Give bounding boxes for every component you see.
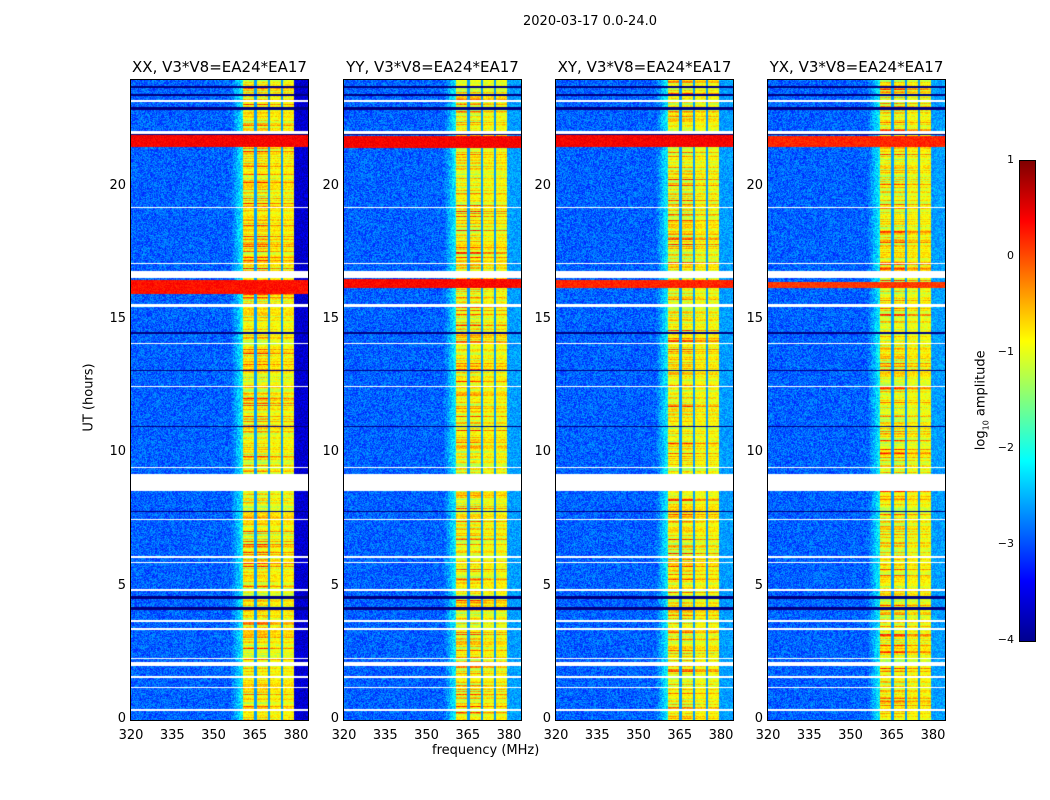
panel-title: YY, V3*V8=EA24*EA17 [346, 58, 519, 76]
x-tick-label: 350 [414, 728, 439, 743]
y-tick-label: 20 [109, 177, 126, 193]
x-tick-label: 380 [920, 728, 946, 743]
y-tick-label: 10 [746, 444, 763, 460]
colorbar-label: log10 amplitude [973, 350, 991, 451]
heatmap [344, 80, 521, 720]
spectrogram-panel-3: YX, V3*V8=EA24*EA17 320 335 350 365 380 0 5 10 15… [746, 58, 946, 743]
y-tick-label: 5 [542, 577, 551, 593]
x-tick-label: 335 [584, 728, 610, 743]
x-tick-label: 320 [118, 728, 144, 743]
heatmap [131, 80, 308, 720]
y-tick-label: 20 [534, 177, 551, 193]
x-tick-label: 320 [543, 728, 569, 743]
axes-frame [130, 79, 309, 721]
y-tick-label: 10 [109, 444, 126, 460]
y-tick-label: 15 [746, 310, 763, 326]
y-tick-label: 20 [746, 177, 763, 193]
panel-title: XY, V3*V8=EA24*EA17 [557, 58, 732, 76]
y-tick-label: 15 [109, 310, 126, 326]
axes-frame [767, 79, 946, 721]
colorbar-tick-label: 0 [1007, 249, 1014, 262]
y-tick-label: 10 [322, 444, 339, 460]
x-tick-label: 365 [667, 728, 693, 743]
x-tick-label: 380 [496, 728, 522, 743]
colorbar-tick-label: 1 [1007, 153, 1014, 166]
x-axis-label: frequency (MHz) [432, 743, 540, 758]
x-tick-label: 335 [372, 728, 398, 743]
colorbar-tick-label: −1 [997, 345, 1014, 358]
y-tick-label: 0 [754, 711, 763, 726]
colorbar-tick-label: −2 [997, 441, 1014, 454]
y-tick-label: 5 [330, 577, 339, 593]
x-tick-label: 365 [455, 728, 481, 743]
x-tick-label: 350 [626, 728, 651, 743]
heatmap [768, 80, 945, 720]
colorbar-tick-label: −3 [997, 537, 1014, 550]
spectrogram-panel-2: XY, V3*V8=EA24*EA17 320 335 350 365 380 0 5 10 15… [534, 58, 734, 743]
y-axis-label: UT (hours) [81, 363, 97, 432]
y-tick-label: 0 [542, 711, 551, 726]
x-tick-label: 320 [331, 728, 357, 743]
colorbar-tick-label: −4 [997, 633, 1014, 646]
y-tick-label: 0 [330, 711, 339, 726]
x-tick-label: 335 [796, 728, 822, 743]
axes-frame [343, 79, 522, 721]
x-tick-label: 380 [283, 728, 309, 743]
heatmap [556, 80, 733, 720]
x-tick-label: 350 [201, 728, 226, 743]
colorbar [1019, 160, 1036, 642]
x-tick-label: 335 [159, 728, 185, 743]
y-tick-label: 10 [534, 444, 551, 460]
spectrogram-panel-0: XX, V3*V8=EA24*EA17 320 335 350 365 380 0 5 10 15… [109, 58, 309, 743]
x-tick-label: 380 [708, 728, 734, 743]
x-tick-label: 320 [755, 728, 781, 743]
figure-title: 2020-03-17 0.0-24.0 [523, 14, 657, 29]
panel-title: XX, V3*V8=EA24*EA17 [132, 58, 307, 76]
y-tick-label: 15 [322, 310, 339, 326]
x-tick-label: 365 [879, 728, 905, 743]
y-tick-label: 5 [754, 577, 763, 593]
axes-frame [555, 79, 734, 721]
spectrogram-panel-1: YY, V3*V8=EA24*EA17 320 335 350 365 380 0 5 10 15… [322, 58, 522, 743]
panel-title: YX, V3*V8=EA24*EA17 [769, 58, 944, 76]
y-tick-label: 0 [117, 711, 126, 726]
y-tick-label: 5 [117, 577, 126, 593]
y-tick-label: 15 [534, 310, 551, 326]
x-tick-label: 350 [838, 728, 863, 743]
y-tick-label: 20 [322, 177, 339, 193]
x-tick-label: 365 [242, 728, 268, 743]
